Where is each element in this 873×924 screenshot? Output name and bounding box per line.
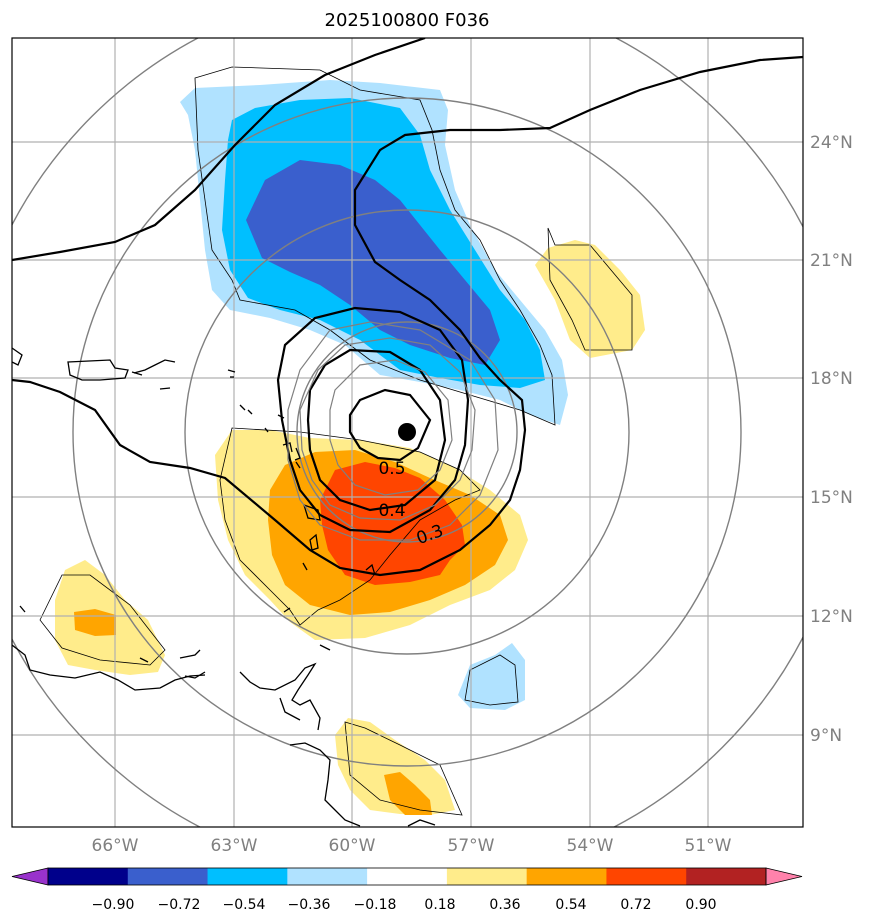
lon-label-57w: 57°W	[448, 836, 495, 856]
contour-label-0-5: 0.5	[378, 459, 405, 479]
latitude-labels: 24°N 21°N 18°N 15°N 12°N 9°N	[810, 133, 853, 746]
contour-label-0-4: 0.4	[378, 501, 405, 521]
map-title: 2025100800 F036	[325, 10, 490, 31]
colorbar-segment	[48, 868, 129, 885]
cbar-tick-label: −0.72	[158, 897, 201, 913]
shading-light-yellow-south	[335, 718, 455, 815]
cbar-tick-label: −0.18	[354, 897, 397, 913]
cbar-tick-label: −0.36	[288, 897, 331, 913]
shading-outline-west	[39, 574, 166, 666]
colorbar-segment	[207, 868, 288, 885]
shading-outline-east	[547, 227, 633, 351]
shading-dark-blue	[246, 160, 500, 365]
lat-label-12n: 12°N	[810, 607, 853, 627]
cbar-tick-label: 0.72	[620, 897, 651, 913]
lon-label-66w: 66°W	[92, 836, 139, 856]
thick-contours	[12, 38, 803, 577]
lat-label-21n: 21°N	[810, 251, 853, 271]
colorbar-segment	[526, 868, 607, 885]
shading-outline-center	[219, 427, 481, 626]
map-border	[11, 37, 804, 828]
colorbar-extend-high	[765, 867, 803, 886]
lon-label-60w: 60°W	[329, 836, 376, 856]
shading-red-orange	[320, 462, 465, 585]
shading-outline-small-east	[464, 654, 519, 706]
colorbar-border	[47, 867, 767, 886]
lat-label-18n: 18°N	[810, 369, 853, 389]
lat-label-24n: 24°N	[810, 133, 853, 153]
shading-outline-south	[344, 721, 463, 816]
colorbar-segment	[367, 868, 448, 885]
cbar-tick-label: 0.90	[685, 897, 716, 913]
lon-label-51w: 51°W	[685, 836, 732, 856]
longitude-labels: 66°W 63°W 60°W 57°W 54°W 51°W	[92, 836, 732, 856]
latitude-gridlines	[12, 141, 803, 736]
colorbar	[11, 867, 803, 886]
colorbar-tick-labels: −0.90 −0.72 −0.54 −0.36 −0.18 0.18 0.36 …	[92, 897, 717, 913]
lon-label-54w: 54°W	[567, 836, 614, 856]
colorbar-segment	[446, 868, 528, 885]
colorbar-segment	[606, 868, 687, 885]
lon-label-63w: 63°W	[211, 836, 258, 856]
lat-label-15n: 15°N	[810, 488, 853, 508]
center-marker	[398, 423, 416, 441]
range-rings	[12, 38, 803, 827]
shading-light-blue-small	[458, 643, 525, 710]
thin-gray-contours	[287, 321, 499, 541]
colorbar-extend-low	[11, 867, 49, 886]
colorbar-segment	[127, 868, 209, 885]
colorbar-segment	[287, 868, 368, 885]
colorbar-segment	[686, 868, 767, 885]
map-area: 0.5 0.4 0.3	[12, 38, 803, 827]
cbar-tick-label: 0.36	[489, 897, 520, 913]
cbar-tick-label: −0.54	[223, 897, 266, 913]
longitude-gridlines	[114, 38, 709, 827]
cbar-tick-label: 0.54	[555, 897, 586, 913]
cbar-tick-label: 0.18	[424, 897, 455, 913]
coastlines	[12, 347, 436, 827]
cbar-tick-label: −0.90	[92, 897, 135, 913]
shading-outline-north	[194, 66, 556, 426]
lat-label-9n: 9°N	[810, 726, 842, 746]
